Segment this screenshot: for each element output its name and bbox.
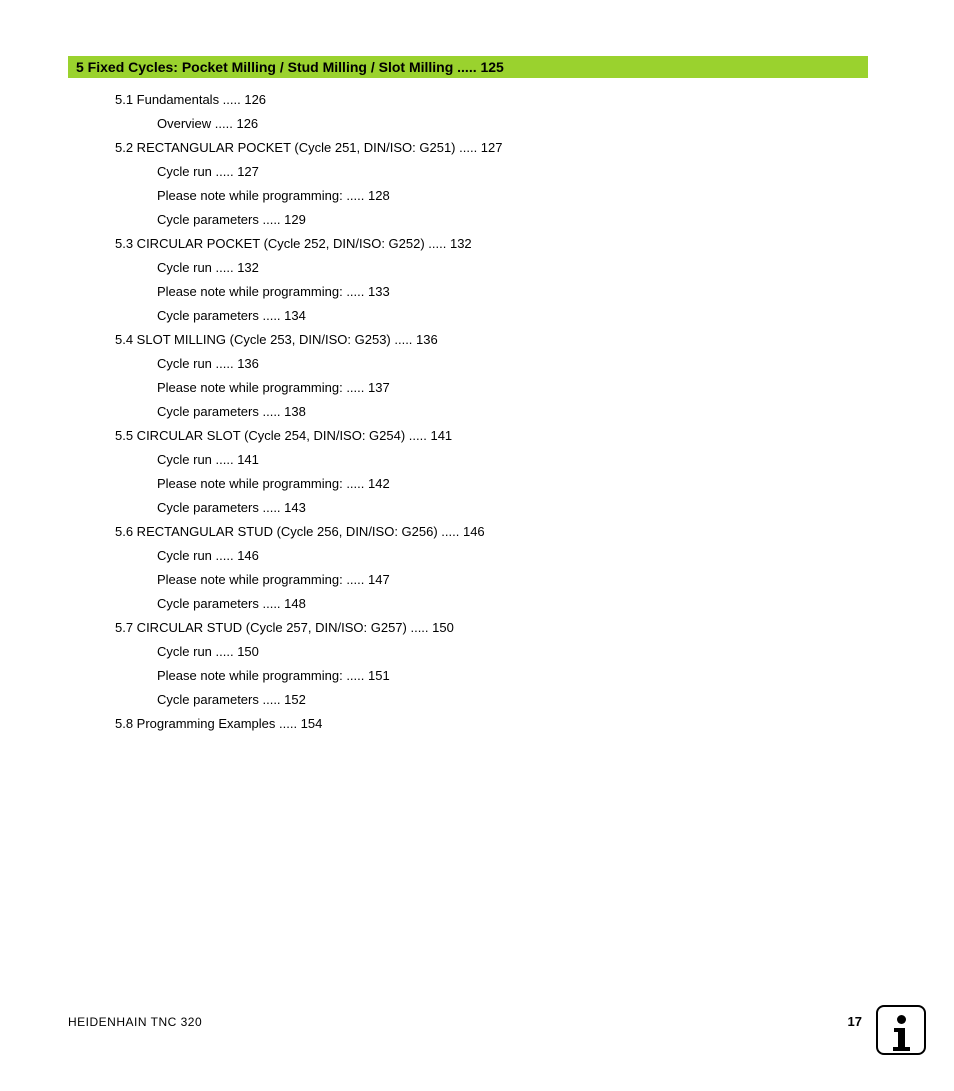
table-of-contents: 5.1 Fundamentals ..... 126Overview .....… — [115, 88, 855, 736]
toc-entry: 5.5 CIRCULAR SLOT (Cycle 254, DIN/ISO: G… — [115, 424, 855, 448]
toc-entry: Please note while programming: ..... 151 — [157, 664, 855, 688]
info-icon-stem — [898, 1028, 905, 1048]
toc-entry: Please note while programming: ..... 142 — [157, 472, 855, 496]
toc-entry: 5.7 CIRCULAR STUD (Cycle 257, DIN/ISO: G… — [115, 616, 855, 640]
toc-entry: Cycle parameters ..... 152 — [157, 688, 855, 712]
toc-entry: Cycle run ..... 141 — [157, 448, 855, 472]
footer-page-number: 17 — [848, 1014, 862, 1029]
toc-entry: Cycle parameters ..... 138 — [157, 400, 855, 424]
toc-entry: Cycle parameters ..... 143 — [157, 496, 855, 520]
toc-entry: Cycle parameters ..... 148 — [157, 592, 855, 616]
toc-entry: Cycle parameters ..... 134 — [157, 304, 855, 328]
toc-entry: Cycle parameters ..... 129 — [157, 208, 855, 232]
info-icon-dot — [897, 1015, 906, 1024]
toc-entry: Please note while programming: ..... 137 — [157, 376, 855, 400]
toc-entry: 5.6 RECTANGULAR STUD (Cycle 256, DIN/ISO… — [115, 520, 855, 544]
toc-entry: 5.4 SLOT MILLING (Cycle 253, DIN/ISO: G2… — [115, 328, 855, 352]
toc-entry: 5.8 Programming Examples ..... 154 — [115, 712, 855, 736]
toc-entry: Please note while programming: ..... 147 — [157, 568, 855, 592]
toc-entry: Cycle run ..... 132 — [157, 256, 855, 280]
toc-entry: Please note while programming: ..... 128 — [157, 184, 855, 208]
toc-entry: Please note while programming: ..... 133 — [157, 280, 855, 304]
toc-entry: Cycle run ..... 146 — [157, 544, 855, 568]
page: 5 Fixed Cycles: Pocket Milling / Stud Mi… — [0, 0, 954, 1091]
toc-entry: Cycle run ..... 127 — [157, 160, 855, 184]
toc-entry: 5.1 Fundamentals ..... 126 — [115, 88, 855, 112]
toc-entry: Cycle run ..... 136 — [157, 352, 855, 376]
toc-entry: Overview ..... 126 — [157, 112, 855, 136]
chapter-heading: 5 Fixed Cycles: Pocket Milling / Stud Mi… — [68, 56, 868, 78]
toc-entry: 5.3 CIRCULAR POCKET (Cycle 252, DIN/ISO:… — [115, 232, 855, 256]
toc-entry: Cycle run ..... 150 — [157, 640, 855, 664]
toc-entry: 5.2 RECTANGULAR POCKET (Cycle 251, DIN/I… — [115, 136, 855, 160]
info-icon — [876, 1005, 926, 1055]
footer-product-name: HEIDENHAIN TNC 320 — [68, 1015, 202, 1029]
